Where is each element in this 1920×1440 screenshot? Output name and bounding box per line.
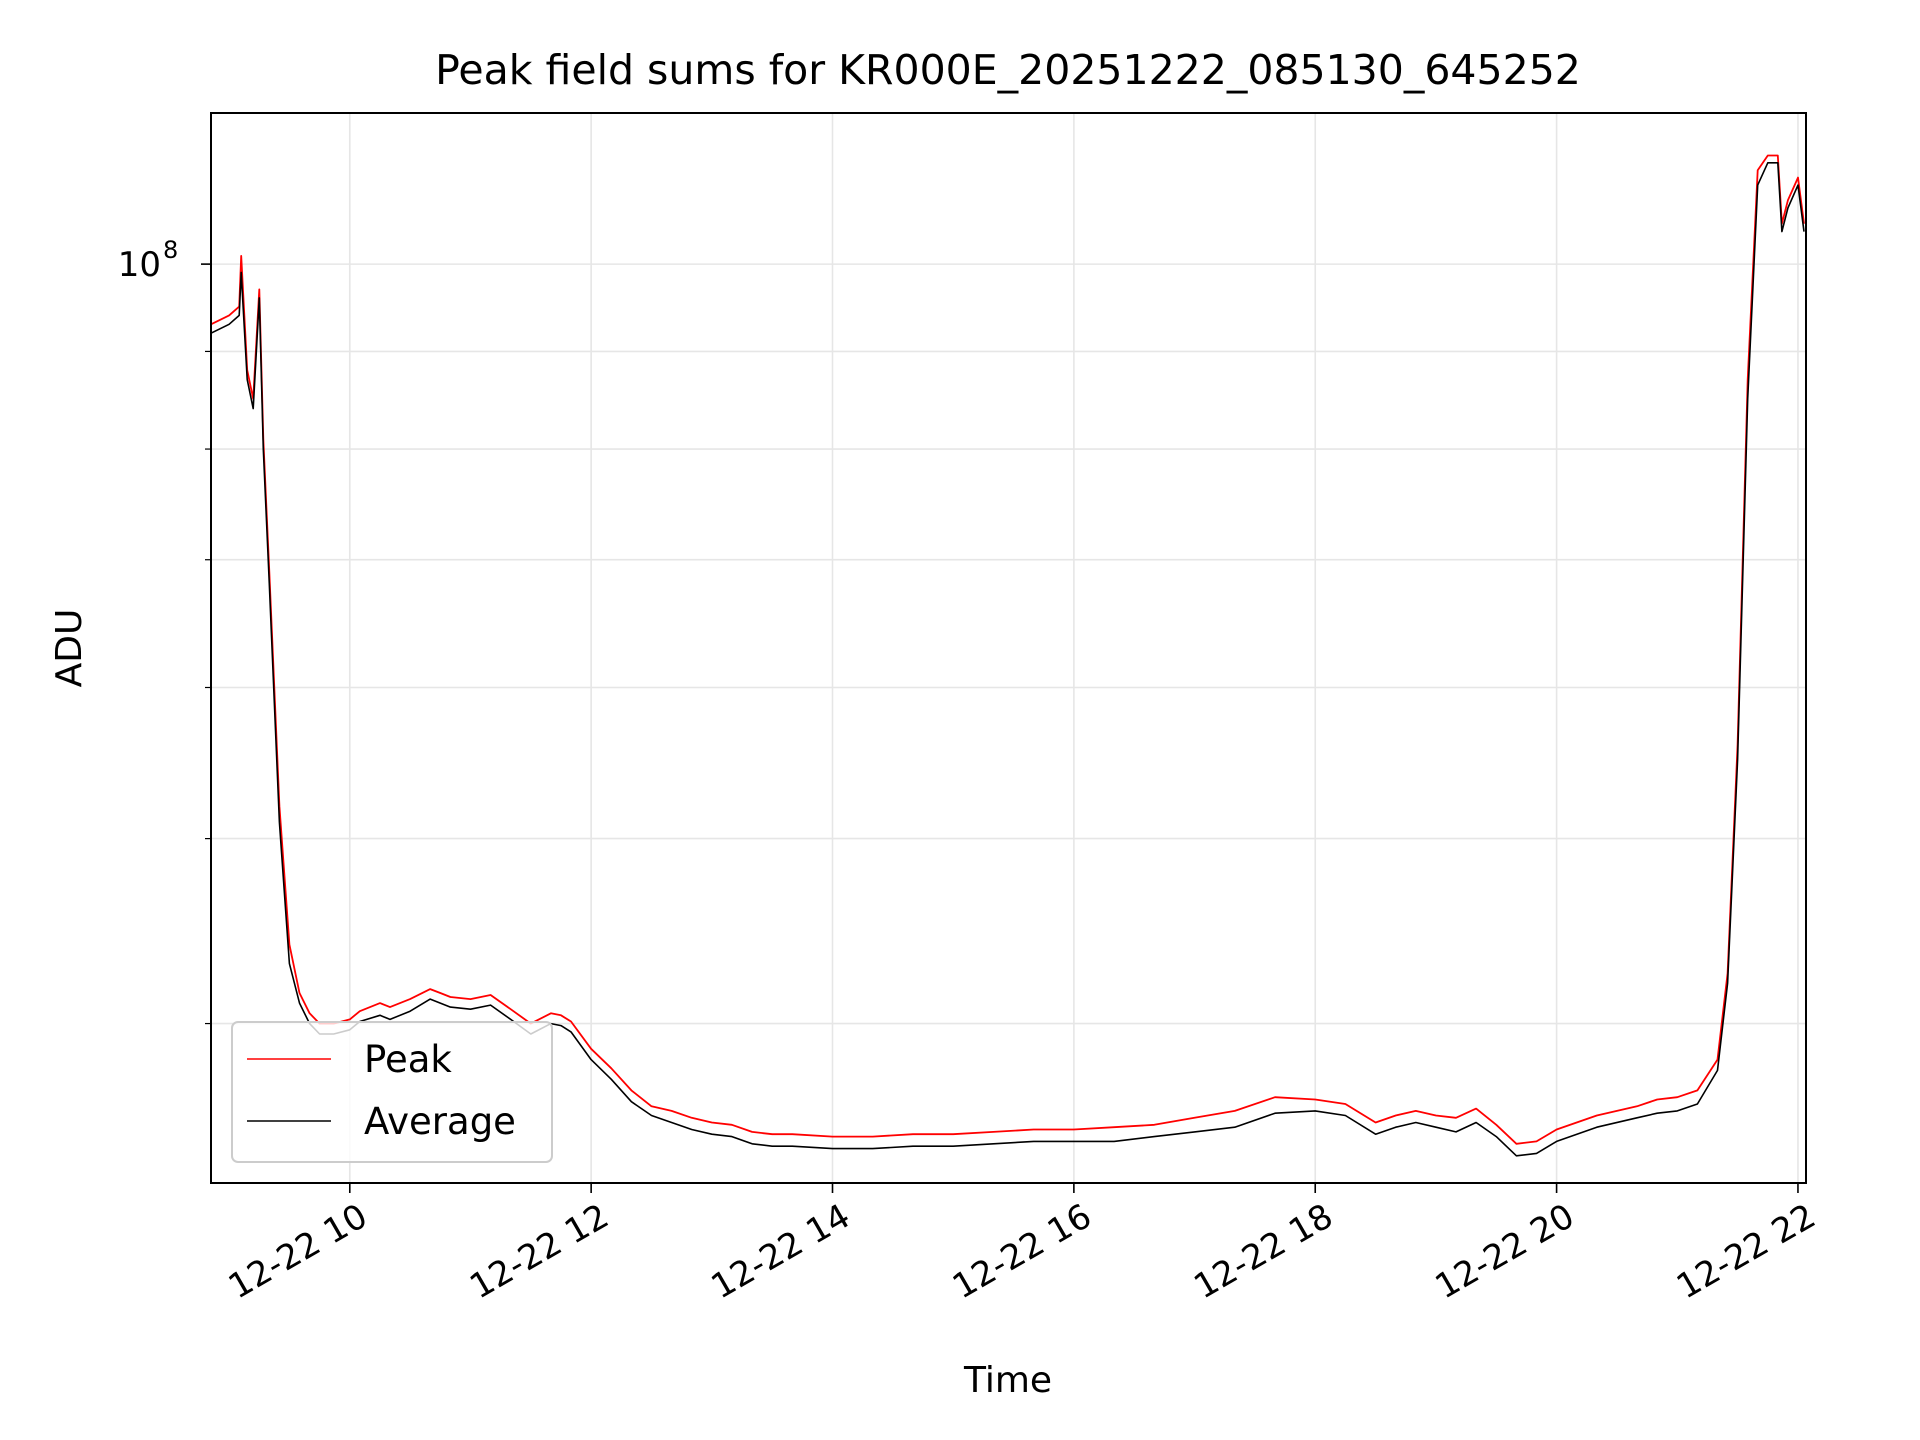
legend-label-peak: Peak — [364, 1038, 452, 1081]
y-axis-label: ADU — [49, 609, 90, 688]
legend: Peak Average — [231, 1021, 553, 1163]
x-axis-label: Time — [963, 1360, 1052, 1401]
y-tick-label-exponent: 8 — [163, 236, 178, 264]
plot-frame — [210, 112, 1807, 1184]
chart-title: Peak field sums for KR000E_20251222_0851… — [435, 46, 1581, 94]
legend-label-average: Average — [364, 1100, 516, 1143]
legend-box — [231, 1021, 553, 1163]
y-tick-label-base: 10 — [118, 245, 161, 285]
grid — [211, 113, 1806, 1183]
